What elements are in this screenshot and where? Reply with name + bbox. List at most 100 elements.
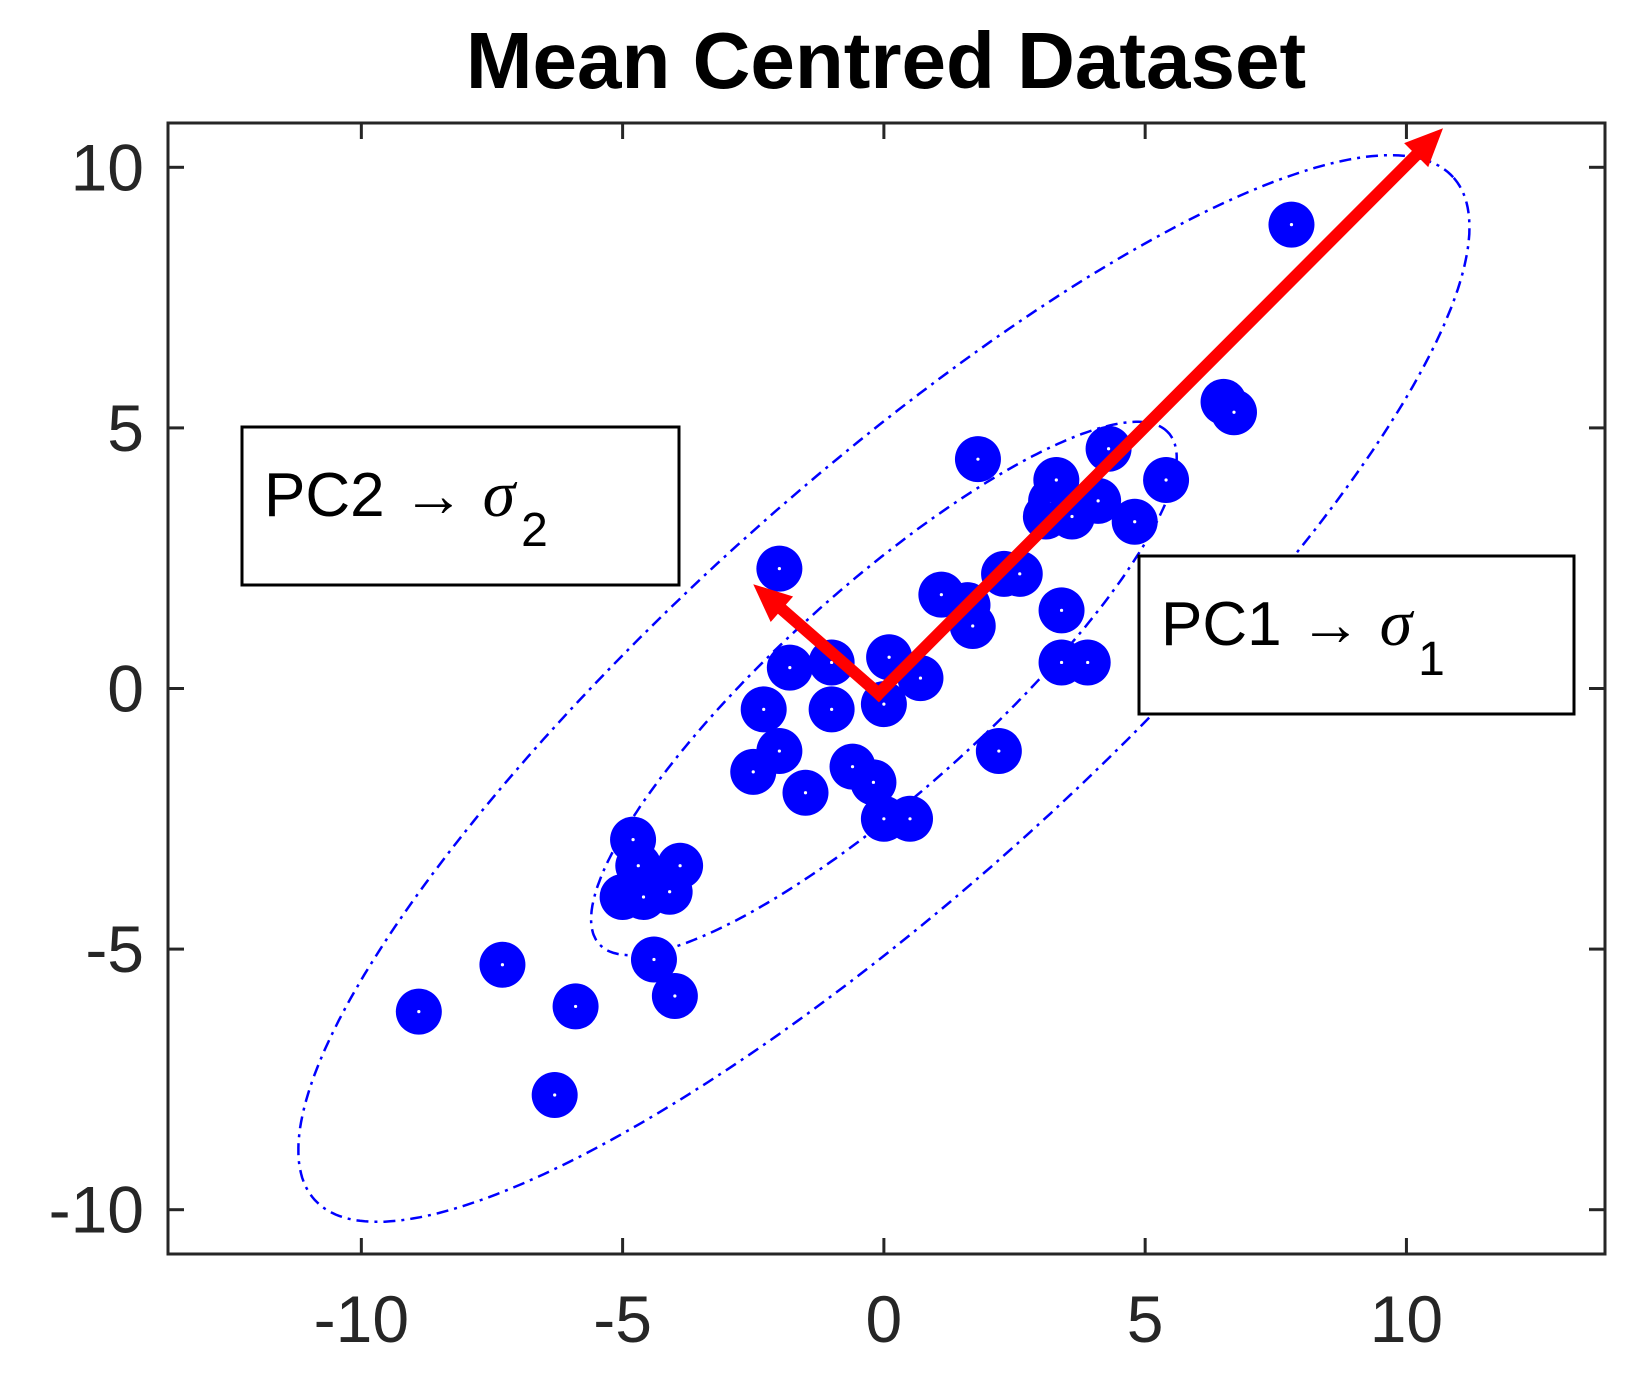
data-point [1268, 201, 1315, 248]
scatter-points [395, 201, 1315, 1119]
pc2-annotation-box [240, 425, 681, 587]
chart-title: Mean Centred Dataset [466, 16, 1306, 105]
x-tick-label: 10 [1370, 1282, 1443, 1356]
pc1-vector-head [1404, 128, 1444, 168]
data-point-center [636, 864, 640, 868]
y-tick-label: 0 [107, 652, 144, 726]
data-point [1033, 457, 1080, 504]
data-point-center [882, 817, 886, 821]
data-point-center [553, 1093, 557, 1097]
x-tick-label: 0 [866, 1282, 903, 1356]
data-point-center [1133, 520, 1137, 524]
data-point [756, 545, 803, 592]
data-point [1038, 587, 1085, 634]
data-point-center [887, 655, 891, 659]
data-point-center [918, 676, 923, 680]
data-point [395, 988, 442, 1035]
data-point [657, 842, 704, 889]
data-point [850, 759, 897, 806]
data-point-center [641, 895, 646, 899]
data-point [1210, 389, 1257, 436]
pc2-annotation: PC2 → σ 2 [240, 425, 681, 587]
pc2-annotation-subscript: 2 [521, 504, 548, 557]
data-point [975, 728, 1022, 775]
data-point-center [1070, 514, 1074, 519]
data-point [1064, 639, 1111, 686]
data-point-center [1059, 608, 1064, 612]
data-point-center [668, 890, 672, 894]
data-point-center [803, 791, 808, 795]
y-tick-label: -5 [85, 912, 144, 986]
data-point-center [830, 660, 834, 665]
axis-ticks: -10 -5 0 5 10 -10 -5 0 5 10 [49, 123, 1605, 1356]
data-point [740, 686, 787, 733]
data-point-center [1096, 499, 1100, 503]
data-point-center [1106, 447, 1111, 451]
pc1-annotation-text: PC1 → σ 1 [1161, 587, 1445, 686]
data-point-center [417, 1010, 421, 1014]
data-point-center [652, 957, 656, 962]
pc-vectors [753, 128, 1444, 703]
data-point-center [997, 749, 1001, 753]
data-point-center [678, 864, 682, 868]
data-point [756, 728, 803, 775]
data-point [630, 936, 677, 983]
plot-frame [166, 121, 1607, 1256]
data-point-center [850, 765, 855, 769]
y-tick-label: 10 [71, 130, 144, 204]
pc1-annotation-sigma: σ [1380, 587, 1415, 660]
data-point [1143, 457, 1190, 504]
data-point [1111, 498, 1158, 545]
data-point-center [908, 817, 912, 821]
x-tick-label: 5 [1127, 1282, 1164, 1356]
data-point-center [1232, 410, 1236, 414]
data-point-center [777, 567, 781, 571]
data-point-center [777, 749, 781, 753]
data-point-center [751, 770, 755, 774]
pc1-annotation-label: PC1 [1161, 590, 1282, 659]
pc2-vector-shaft [770, 598, 888, 703]
data-point [808, 639, 855, 686]
data-point-center [673, 994, 677, 998]
pc2-annotation-label: PC2 [264, 461, 385, 530]
data-point-center [976, 457, 980, 461]
x-tick-label: -5 [593, 1282, 652, 1356]
pc2-annotation-text: PC2 → σ 2 [264, 458, 548, 557]
pc1-annotation-subscript: 1 [1418, 633, 1445, 686]
pc1-annotation: PC1 → σ 1 [1137, 554, 1576, 716]
pc2-vector-head [753, 584, 794, 623]
data-point-center [762, 707, 766, 711]
data-point [808, 686, 855, 733]
y-tick-label: -10 [49, 1173, 144, 1247]
data-point-center [1289, 223, 1294, 227]
data-point [552, 983, 599, 1030]
pc1-vector [870, 128, 1444, 703]
pc2-annotation-arrow: → [403, 461, 465, 530]
data-point-center [1054, 478, 1058, 482]
data-point-center [1059, 660, 1064, 665]
data-point-center [1086, 660, 1090, 665]
data-point-center [939, 593, 943, 597]
data-point [954, 436, 1001, 483]
data-point [887, 795, 934, 842]
data-point-center [1018, 572, 1022, 576]
data-point [479, 941, 526, 988]
data-point-center [500, 963, 505, 967]
data-point-center [1164, 478, 1168, 482]
pc2-vector [753, 584, 888, 703]
data-point-center [971, 624, 975, 628]
data-point [651, 973, 698, 1020]
data-point-center [573, 1004, 578, 1009]
data-point [531, 1072, 578, 1119]
ellipse-inner [589, 420, 1178, 957]
data-point [782, 769, 829, 816]
pc1-annotation-arrow: → [1300, 590, 1362, 659]
pc1-annotation-box [1137, 554, 1576, 716]
data-point-center [871, 780, 876, 784]
data-point-center [631, 838, 635, 842]
data-point-center [788, 666, 792, 670]
y-tick-label: 5 [107, 391, 144, 465]
pc2-annotation-sigma: σ [483, 458, 518, 531]
data-point-center [882, 702, 886, 706]
